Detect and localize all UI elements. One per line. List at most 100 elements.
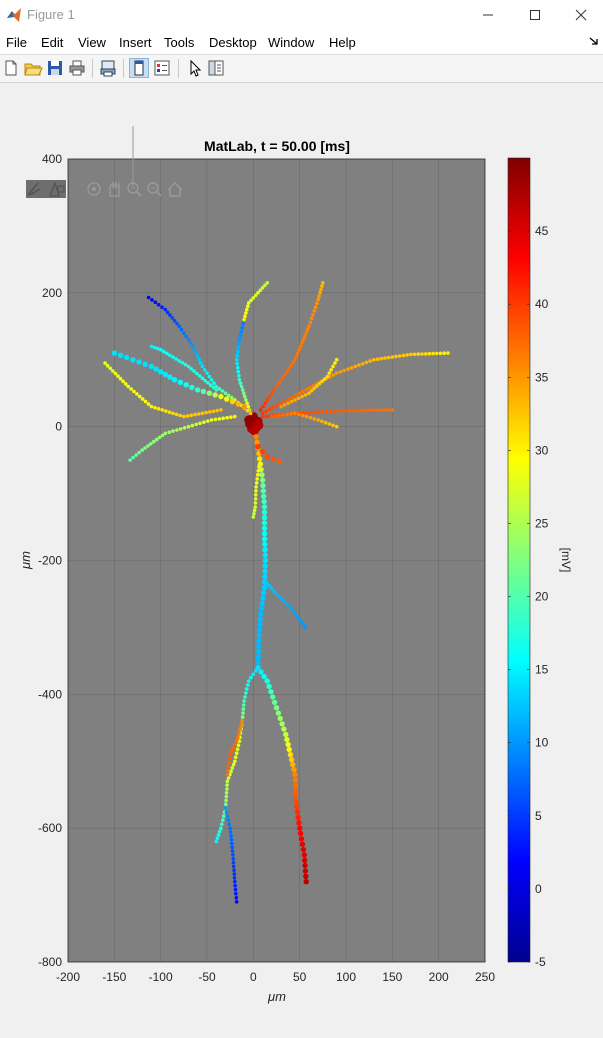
data-point [265, 581, 269, 586]
data-point [163, 431, 168, 436]
data-point [282, 403, 287, 407]
data-point [327, 422, 332, 426]
neuron-point-cloud [103, 280, 450, 904]
data-point [158, 347, 163, 352]
data-point [390, 408, 395, 412]
data-point [224, 810, 229, 814]
data-point [256, 643, 262, 649]
data-point [357, 363, 361, 367]
x-tick-label: 250 [475, 970, 495, 984]
data-point [229, 398, 236, 405]
data-point [189, 367, 193, 371]
data-point [226, 764, 231, 769]
data-point [273, 414, 278, 418]
pan-icon[interactable] [109, 181, 120, 197]
data-point [338, 370, 343, 374]
data-point [182, 426, 187, 430]
menu-help[interactable]: Help [329, 35, 356, 50]
data-point [265, 398, 270, 402]
property-editor-button[interactable] [206, 58, 226, 78]
data-tips-icon[interactable] [49, 181, 65, 197]
data-point [446, 351, 450, 355]
data-point [262, 568, 268, 574]
menu-view[interactable]: View [78, 35, 106, 50]
data-point [197, 374, 202, 378]
data-point [230, 841, 234, 846]
data-point [241, 711, 245, 715]
data-point [167, 374, 173, 380]
data-point [244, 398, 248, 402]
open-file-button[interactable] [23, 58, 43, 78]
y-tick-labels: 400 200 0 -200 -400 -600 -800 [38, 152, 62, 969]
data-point [232, 868, 236, 872]
data-point [238, 333, 243, 338]
new-figure-button[interactable] [1, 58, 21, 78]
data-point [371, 408, 375, 413]
data-point [258, 606, 265, 612]
restore-view-icon[interactable] [167, 182, 183, 197]
print-preview-button[interactable] [98, 58, 118, 78]
data-point [241, 403, 247, 410]
print-button[interactable] [67, 58, 87, 78]
data-point [302, 862, 308, 869]
data-point [291, 395, 295, 399]
data-point [235, 747, 240, 751]
rotate-3d-icon[interactable] [87, 182, 101, 196]
data-point [234, 899, 239, 904]
menu-tools[interactable]: Tools [164, 35, 195, 50]
data-point [182, 414, 186, 419]
data-point [287, 396, 292, 401]
data-point [257, 622, 263, 628]
data-point [256, 627, 263, 633]
data-point [211, 385, 216, 390]
data-point [258, 408, 263, 412]
data-point [178, 413, 182, 418]
data-point [270, 414, 274, 419]
data-point [200, 376, 205, 381]
zoom-out-icon[interactable] [147, 182, 162, 197]
data-point [320, 379, 325, 384]
brush-icon[interactable] [27, 182, 41, 196]
data-point [206, 419, 210, 423]
data-point [171, 355, 175, 359]
data-point [228, 826, 232, 830]
menu-edit[interactable]: Edit [41, 35, 64, 50]
data-point [317, 294, 321, 299]
dock-figure-icon [134, 60, 144, 76]
menu-insert[interactable]: Insert [119, 35, 152, 50]
dock-arrow-icon[interactable] [589, 36, 599, 46]
data-point [379, 408, 383, 412]
select-pointer-button[interactable] [184, 58, 204, 78]
data-point [278, 378, 283, 383]
menu-file[interactable]: File [6, 35, 27, 50]
data-point [244, 311, 248, 315]
data-point [224, 396, 230, 402]
data-point [316, 418, 321, 422]
data-point [108, 366, 112, 371]
data-point [297, 830, 304, 837]
toggle-legend-button[interactable] [152, 58, 172, 78]
maximize-button[interactable] [512, 0, 558, 30]
data-point [211, 409, 216, 414]
data-point [349, 366, 354, 370]
data-point [172, 318, 177, 323]
dock-figure-button[interactable] [129, 58, 149, 78]
data-point [267, 394, 272, 399]
zoom-in-icon[interactable] [127, 126, 142, 197]
close-button[interactable] [558, 0, 603, 30]
data-point [364, 360, 369, 365]
data-point [230, 849, 235, 853]
data-point [194, 422, 198, 427]
minimize-button[interactable] [465, 0, 511, 30]
axes-toolbar [26, 126, 183, 198]
data-point [233, 883, 237, 888]
save-button[interactable] [45, 58, 65, 78]
data-point [284, 736, 290, 743]
data-point [329, 368, 334, 372]
data-point [233, 759, 237, 764]
menu-desktop[interactable]: Desktop [209, 35, 257, 50]
maximize-icon [530, 10, 540, 20]
menu-window[interactable]: Window [268, 35, 315, 50]
data-point [254, 485, 258, 489]
data-point [226, 818, 231, 822]
